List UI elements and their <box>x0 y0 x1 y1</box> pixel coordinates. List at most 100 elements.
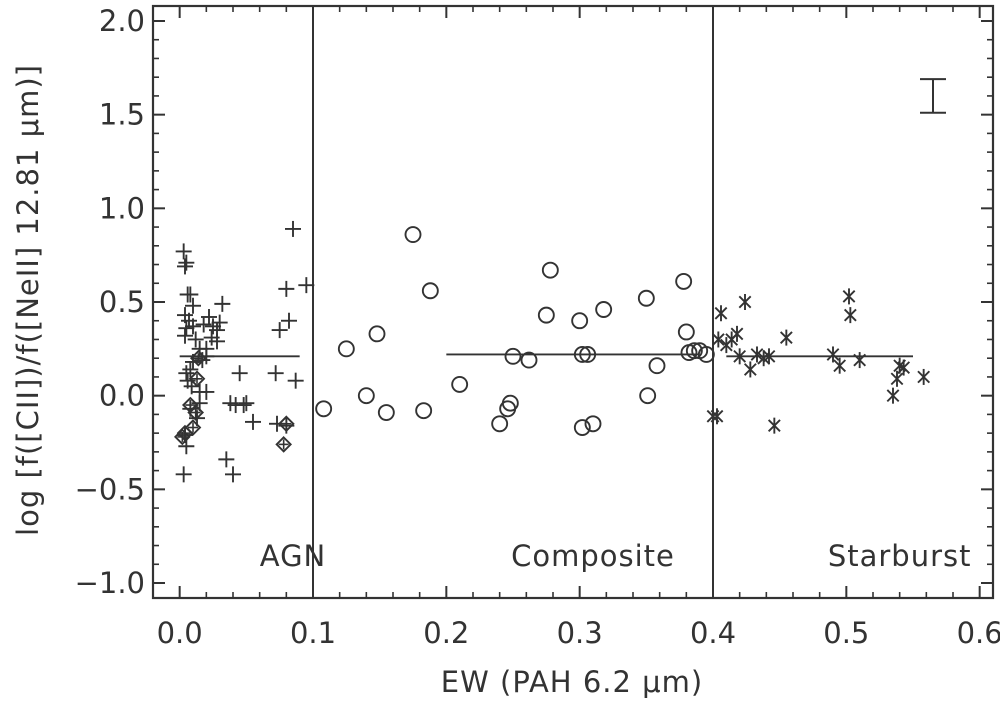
plus-marker <box>231 365 248 382</box>
asterisk-marker <box>779 329 793 346</box>
plus-marker <box>205 318 221 335</box>
asterisk-marker <box>842 288 856 305</box>
circle-marker <box>584 415 602 433</box>
circle-marker <box>337 340 355 358</box>
asterisk-marker <box>917 368 931 385</box>
plus-marker <box>177 258 193 275</box>
asterisk-marker <box>710 408 724 425</box>
asterisk-marker <box>767 417 781 434</box>
plus-marker <box>178 320 195 337</box>
asterisk-marker <box>711 331 725 348</box>
circle-marker <box>639 387 657 405</box>
circle-marker <box>357 387 375 405</box>
plus-marker <box>182 361 199 378</box>
plus-marker <box>182 286 199 303</box>
asterisk-marker <box>833 357 847 374</box>
x-axis-label: EW (PAH 6.2 μm) <box>441 665 703 699</box>
circle-marker <box>415 402 433 420</box>
plus-marker <box>198 383 215 400</box>
data-points <box>173 220 931 483</box>
y-axis-label: log [f([CII])/f([NeII] 12.81 μm)] <box>11 64 45 536</box>
circle-marker <box>637 289 655 307</box>
y-tick-label: −1.0 <box>75 566 145 600</box>
y-tick-label: 0.5 <box>99 285 145 319</box>
x-tick-label: 0.1 <box>290 616 336 650</box>
circle-marker <box>677 323 695 341</box>
asterisk-marker <box>843 307 857 324</box>
diamond-marker <box>188 370 206 388</box>
y-tick-label: 2.0 <box>99 4 145 38</box>
plot-border <box>151 4 995 600</box>
circle-marker <box>579 346 597 363</box>
circle-marker <box>421 282 439 300</box>
plus-marker <box>178 365 195 382</box>
plus-marker <box>185 297 201 314</box>
asterisk-marker <box>853 352 867 369</box>
x-tick-label: 0.6 <box>957 616 1000 650</box>
asterisk-marker <box>738 294 752 310</box>
tick-labels: 0.0 0.1 0.2 0.3 0.4 0.5 0.6 −1.0 −0.5 0.0 0.5 1.0 1.… <box>75 4 1000 650</box>
y-tick-label: −0.5 <box>75 472 145 506</box>
diamond-marker <box>277 415 295 433</box>
plus-marker <box>178 254 195 271</box>
circle-marker <box>520 351 538 369</box>
asterisk-marker <box>733 348 747 365</box>
plus-marker <box>177 327 193 344</box>
circle-marker <box>537 306 555 324</box>
circle-marker <box>541 261 559 279</box>
y-tick-label: 1.5 <box>99 98 145 132</box>
plus-marker <box>203 329 220 346</box>
plus-marker <box>218 451 235 468</box>
circle-marker <box>377 404 395 421</box>
circle-marker <box>491 415 509 433</box>
x-tick-label: 0.0 <box>157 616 203 650</box>
x-tick-label: 0.2 <box>423 616 469 650</box>
region-label: Composite <box>511 539 675 573</box>
x-tick-label: 0.3 <box>557 616 603 650</box>
asterisk-marker <box>743 361 757 378</box>
asterisk-marker <box>826 346 840 363</box>
asterisk-marker <box>886 387 900 404</box>
plus-marker <box>201 308 217 325</box>
y-tick-label: 0.0 <box>99 379 145 413</box>
circle-marker <box>697 346 715 363</box>
plus-marker <box>285 220 301 237</box>
asterisk-marker <box>762 348 776 365</box>
x-tick-label: 0.4 <box>690 616 736 650</box>
region-labels: AGN Composite Starburst <box>260 539 972 573</box>
plus-marker <box>271 322 288 339</box>
asterisk-marker <box>750 346 764 363</box>
circle-marker <box>675 272 693 290</box>
plus-marker <box>278 280 295 297</box>
circle-marker <box>571 312 589 330</box>
plus-marker <box>185 318 201 335</box>
circle-marker <box>573 419 591 436</box>
plus-marker <box>198 340 215 357</box>
circle-marker <box>595 301 613 318</box>
asterisk-marker <box>890 370 904 387</box>
plot-frame <box>151 4 995 600</box>
region-label: AGN <box>260 539 327 573</box>
asterisk-marker <box>730 325 744 342</box>
plus-marker <box>175 466 192 483</box>
y-tick-label: 1.0 <box>99 191 145 225</box>
plus-marker <box>267 365 284 382</box>
circle-marker <box>451 375 469 393</box>
diamond-marker <box>187 404 205 421</box>
x-tick-label: 0.5 <box>823 616 869 650</box>
diamond-marker <box>189 349 207 367</box>
plus-marker <box>214 295 231 312</box>
circle-marker <box>685 342 703 360</box>
circle-marker <box>573 346 591 363</box>
plus-marker <box>175 243 192 260</box>
diamond-marker <box>184 419 202 436</box>
plus-marker <box>211 314 228 331</box>
region-label: Starburst <box>828 539 972 573</box>
median-lines <box>179 353 913 358</box>
circle-marker <box>315 400 333 418</box>
circle-marker <box>504 347 522 365</box>
plus-marker <box>245 413 261 430</box>
plus-marker <box>298 277 315 294</box>
asterisk-marker <box>714 305 728 322</box>
plus-marker <box>225 466 241 483</box>
